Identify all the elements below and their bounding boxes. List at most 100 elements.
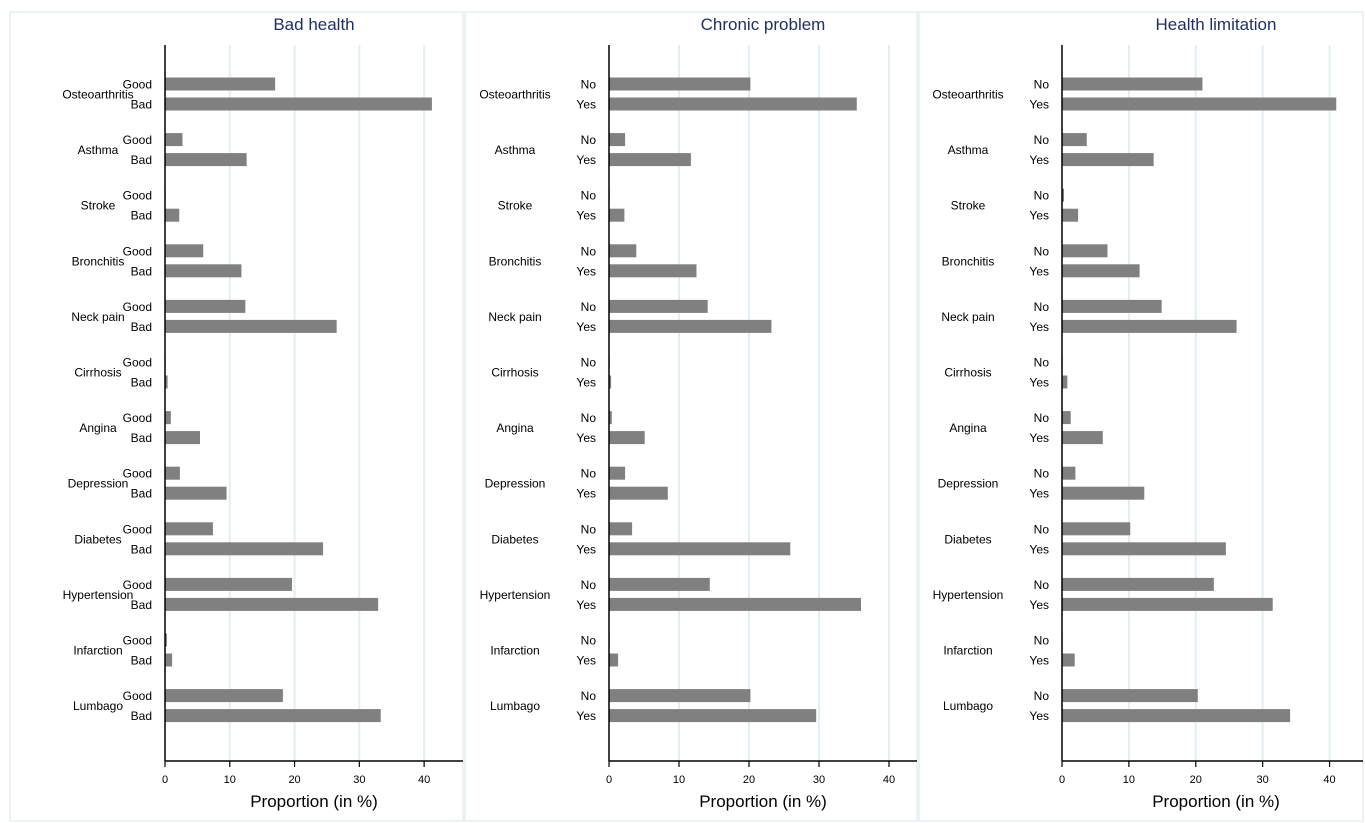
group-label: Yes (1029, 98, 1049, 112)
category-label: Bronchitis (72, 254, 125, 268)
category-label: Infarction (943, 644, 992, 658)
category-label: Diabetes (491, 532, 538, 546)
bar (165, 709, 381, 723)
bar (1062, 153, 1154, 167)
group-label: Good (123, 244, 152, 258)
category-label: Cirrhosis (491, 366, 538, 380)
bar (165, 633, 167, 647)
group-label: Bad (131, 376, 152, 390)
bar (1062, 689, 1198, 703)
bar (609, 466, 626, 480)
bar (165, 264, 242, 278)
panel-border (918, 11, 1364, 822)
bar (1062, 522, 1131, 536)
bar (609, 689, 751, 703)
bar (165, 577, 292, 591)
group-label: Yes (576, 487, 596, 501)
bar (1062, 97, 1337, 111)
group-label: Yes (576, 431, 596, 445)
bar (1062, 597, 1273, 611)
bar (1062, 411, 1071, 425)
bar (1062, 133, 1087, 147)
bar (165, 431, 200, 445)
group-label: No (1034, 522, 1050, 536)
x-tick-label: 30 (1257, 774, 1269, 786)
x-axis-label: Proportion (in %) (699, 792, 827, 811)
category-label: Lumbago (73, 699, 123, 713)
group-label: Bad (131, 431, 152, 445)
group-label: Bad (131, 264, 152, 278)
group-label: No (1034, 189, 1050, 203)
group-label: Good (123, 689, 152, 703)
x-tick-label: 20 (743, 774, 755, 786)
category-label: Neck pain (941, 310, 994, 324)
panel-title: Bad health (273, 15, 354, 34)
group-label: No (581, 578, 597, 592)
bar (609, 299, 708, 313)
group-label: Yes (576, 376, 596, 390)
bar (1062, 466, 1076, 480)
bar (1062, 299, 1162, 313)
group-label: No (581, 522, 597, 536)
category-label: Angina (949, 421, 987, 435)
bar (609, 653, 619, 667)
bar (609, 431, 645, 445)
group-label: No (581, 300, 597, 314)
bar (165, 375, 168, 389)
bar (609, 486, 668, 500)
group-label: Bad (131, 709, 152, 723)
group-label: Good (123, 300, 152, 314)
group-label: No (1034, 133, 1050, 147)
group-label: No (1034, 578, 1050, 592)
bar (165, 299, 246, 313)
category-label: Stroke (498, 199, 533, 213)
group-label: No (581, 356, 597, 370)
group-label: Good (123, 133, 152, 147)
category-label: Neck pain (488, 310, 541, 324)
group-label: Yes (1029, 264, 1049, 278)
bar (609, 244, 637, 258)
category-label: Neck pain (71, 310, 124, 324)
panel-title: Health limitation (1156, 15, 1277, 34)
category-label: Hypertension (63, 588, 134, 602)
bar (609, 597, 861, 611)
x-tick-label: 0 (1059, 774, 1065, 786)
group-label: Yes (1029, 209, 1049, 223)
group-label: No (581, 189, 597, 203)
group-label: No (1034, 244, 1050, 258)
group-label: Yes (1029, 542, 1049, 556)
chart-panels: Bad health Good Bad Osteoarthritis Good Bad As… (9, 11, 1364, 822)
group-label: Yes (576, 264, 596, 278)
bar (609, 77, 751, 91)
group-label: Yes (1029, 598, 1049, 612)
category-label: Stroke (951, 199, 986, 213)
bar (1062, 542, 1226, 556)
group-label: Bad (131, 542, 152, 556)
bar (1062, 244, 1108, 258)
group-label: No (1034, 78, 1050, 92)
x-tick-label: 40 (883, 774, 895, 786)
group-label: No (581, 133, 597, 147)
bar (609, 577, 710, 591)
bar (165, 97, 432, 111)
category-label: Angina (496, 421, 534, 435)
group-label: Bad (131, 209, 152, 223)
bar (609, 411, 612, 425)
bar (165, 689, 283, 703)
bar (1062, 577, 1214, 591)
category-label: Asthma (948, 143, 989, 157)
chart-panel: Health limitation No Yes Osteoarthritis No Ye… (918, 11, 1364, 822)
group-label: Good (123, 189, 152, 203)
category-label: Osteoarthritis (62, 88, 133, 102)
x-tick-label: 30 (353, 774, 365, 786)
bar (165, 319, 337, 333)
category-label: Cirrhosis (74, 366, 121, 380)
x-tick-label: 0 (162, 774, 168, 786)
group-label: Good (123, 634, 152, 648)
group-label: Yes (1029, 654, 1049, 668)
bar (1062, 188, 1065, 202)
bar (1062, 77, 1203, 91)
x-tick-label: 0 (606, 774, 612, 786)
